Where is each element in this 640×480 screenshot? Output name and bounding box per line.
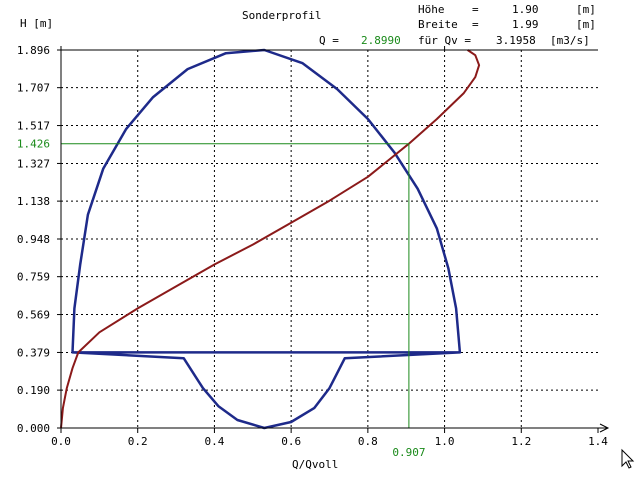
breite-unit: [m]	[576, 18, 596, 31]
x-tick-label: 0.4	[204, 435, 224, 448]
x-tick-label: 1.0	[435, 435, 455, 448]
tick-layer: 0.0 0.2 0.4 0.6 0.8 1.0 1.2 1.4 0.000 0.190 0.379 0…	[17, 44, 608, 448]
discharge-curve-line	[60, 49, 481, 429]
grid-layer	[61, 50, 598, 428]
axis-layer	[60, 46, 610, 433]
chart-title: Sonderprofil	[242, 9, 321, 22]
y-tick-label: 1.707	[17, 82, 50, 95]
y-tick-label: 0.379	[17, 346, 50, 359]
highlight-layer: 0.907 1.426	[17, 138, 426, 459]
y-tick-label: 1.138	[17, 195, 50, 208]
y-tick-label: 0.000	[17, 422, 50, 435]
y-tick-label: 0.569	[17, 309, 50, 322]
highlight-x-label: 0.907	[392, 446, 425, 459]
x-tick-label: 1.4	[588, 435, 608, 448]
x-tick-label: 0.8	[358, 435, 378, 448]
breite-equals: =	[472, 18, 479, 31]
mouse-cursor-icon	[621, 448, 635, 469]
y-tick-label: 1.327	[17, 157, 50, 170]
y-tick-label: 1.517	[17, 120, 50, 133]
hoehe-unit: [m]	[576, 3, 596, 16]
y-axis-label: H [m]	[20, 17, 53, 30]
x-tick-label: 0.2	[128, 435, 148, 448]
q-label: Q =	[319, 34, 339, 47]
breite-label: Breite	[418, 18, 458, 31]
hoehe-equals: =	[472, 3, 479, 16]
highlight-y-label: 1.426	[17, 138, 50, 151]
y-tick-label: 0.759	[17, 271, 50, 284]
x-axis-label: Q/Qvoll	[292, 458, 338, 471]
y-tick-label: 0.190	[17, 384, 50, 397]
y-tick-label: 1.896	[17, 44, 50, 57]
breite-value: 1.99	[512, 18, 539, 31]
x-tick-label: 1.2	[511, 435, 531, 448]
qv-label: für Qv =	[418, 34, 471, 47]
x-tick-label: 0.6	[281, 435, 301, 448]
q-value: 2.8990	[361, 34, 401, 47]
x-tick-label: 0.0	[51, 435, 71, 448]
profile-outline-line	[71, 48, 462, 430]
x-axis-arrow-icon	[599, 423, 610, 433]
qv-value: 3.1958	[496, 34, 536, 47]
series-layer	[60, 48, 481, 430]
hoehe-value: 1.90	[512, 3, 539, 16]
qv-unit: [m3/s]	[550, 34, 590, 47]
y-tick-label: 0.948	[17, 233, 50, 246]
hoehe-label: Höhe	[418, 3, 445, 16]
